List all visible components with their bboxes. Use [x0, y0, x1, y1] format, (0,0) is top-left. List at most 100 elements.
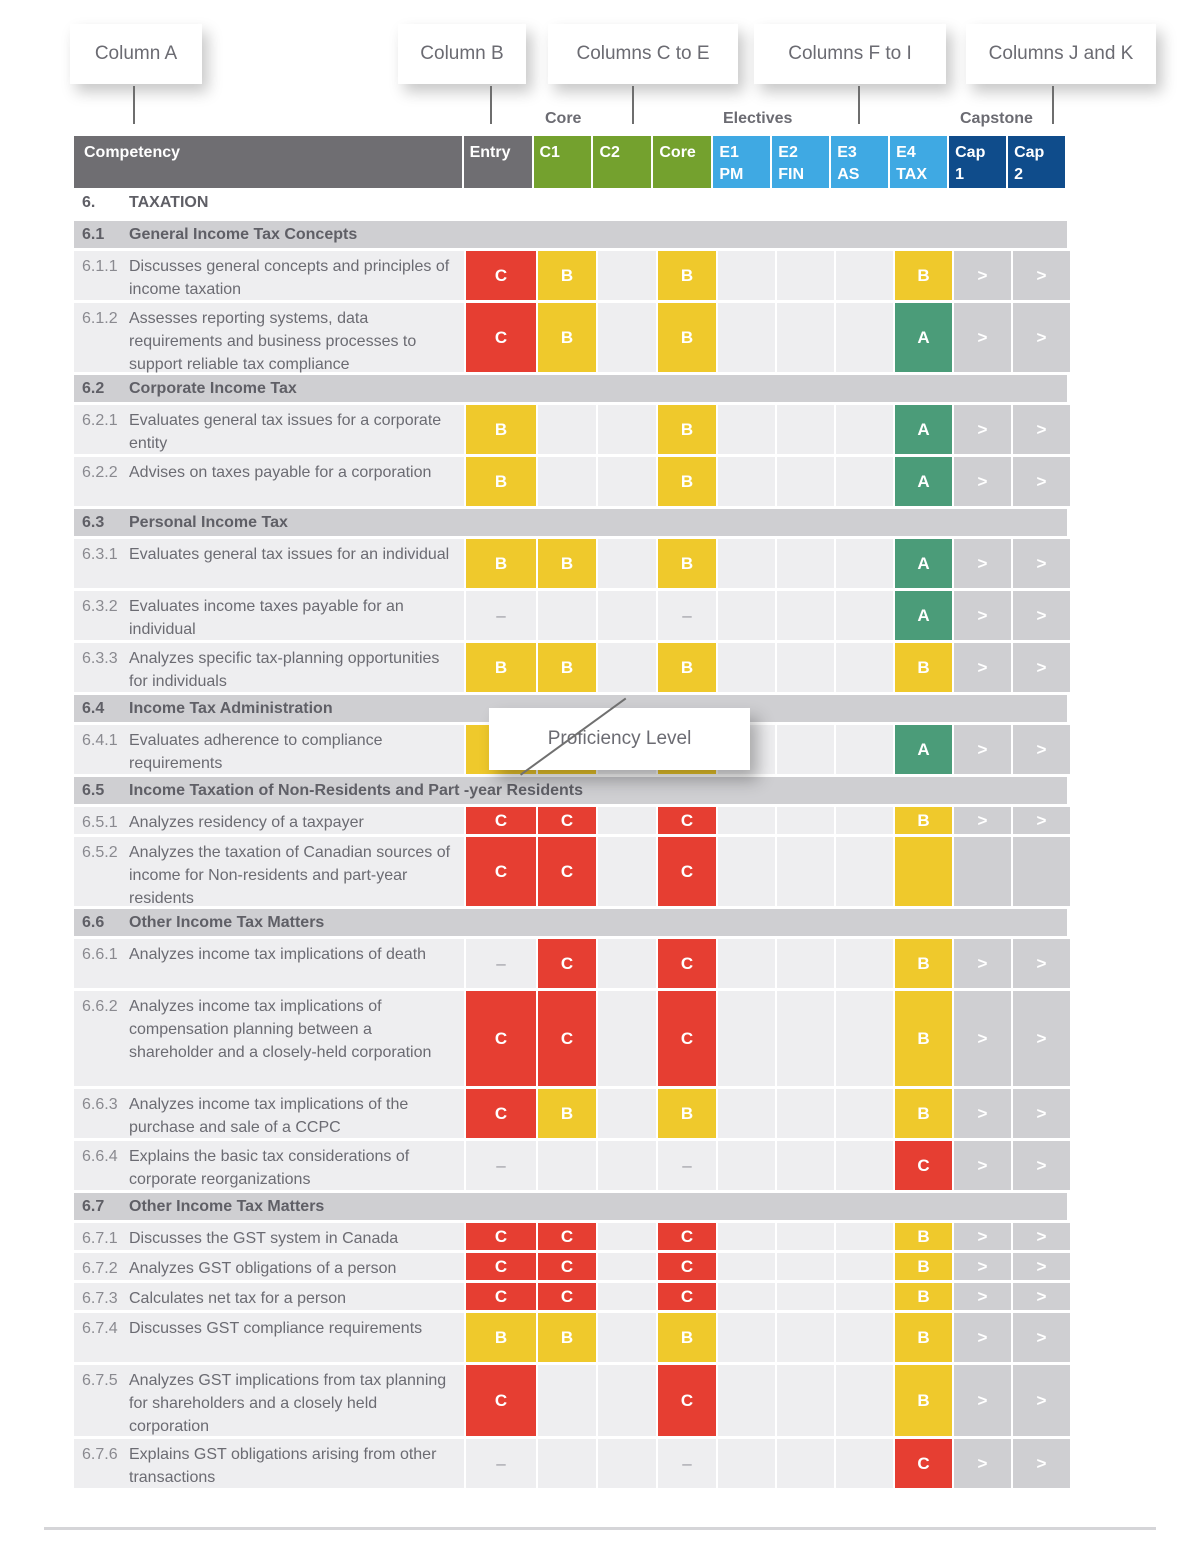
level-cell-entry: B — [464, 539, 536, 588]
level-cell-e2 — [775, 1089, 834, 1138]
competency-description: 6.5.1 Analyzes residency of a taxpayer — [74, 807, 464, 834]
table-row: 6.1.2 Assesses reporting systems, data re… — [74, 300, 1070, 373]
level-cell-c2 — [596, 1253, 656, 1280]
competency-text: Analyzes income tax implications of comp… — [129, 998, 432, 1061]
subsection-title: Other Income Tax Matters — [129, 1197, 325, 1215]
level-cell-e4: B — [893, 643, 952, 692]
competency-number: 6.5.1 — [82, 814, 118, 831]
chevron-right-icon: > — [1011, 939, 1070, 988]
level-cell-core: B — [656, 405, 716, 454]
header-entry: Entry — [463, 136, 534, 188]
chevron-right-icon: > — [952, 1365, 1011, 1436]
table-row: 6.3.2 Evaluates income taxes payable for … — [74, 588, 1070, 640]
level-cell-c2 — [596, 303, 656, 372]
table-row: 6.6.4 Explains the basic tax consideratio… — [74, 1138, 1070, 1190]
level-cell-core: C — [656, 939, 716, 988]
subsection-number: 6.3 — [82, 513, 105, 531]
competency-number: 6.7.1 — [82, 1230, 118, 1247]
level-cell-e4: B — [893, 1253, 952, 1280]
level-cell-entry: C — [464, 991, 536, 1086]
table-row: 6.6.2 Analyzes income tax implications of… — [74, 988, 1070, 1086]
competency-text: Explains GST obligations arising from ot… — [129, 1446, 437, 1486]
level-cell-entry: C — [464, 1089, 536, 1138]
level-cell-core: C — [656, 1283, 716, 1310]
table-row: 6.7.1 Discusses the GST system in Canada C… — [74, 1220, 1070, 1250]
level-cell-entry: C — [464, 807, 536, 834]
competency-text: Analyzes income tax implications of deat… — [129, 946, 427, 963]
level-cell-c1 — [536, 405, 596, 454]
level-cell-c2 — [596, 1439, 656, 1488]
competency-number: 6.1.1 — [82, 258, 118, 275]
chevron-right-icon: > — [1011, 1223, 1070, 1250]
subsection-number: 6.7 — [82, 1197, 105, 1215]
level-cell-e3 — [834, 643, 893, 692]
level-cell-core: C — [656, 1223, 716, 1250]
level-cell-e2 — [775, 1283, 834, 1310]
subsection-heading: 6.6 Other Income Tax Matters — [74, 906, 1067, 936]
level-cell-e3 — [834, 1253, 893, 1280]
chevron-right-icon: > — [952, 1283, 1011, 1310]
competency-description: 6.4.1 Evaluates adherence to compliance r… — [74, 725, 464, 774]
level-cell-e1 — [716, 1439, 775, 1488]
chevron-right-icon: > — [1011, 807, 1070, 834]
level-cell-c1: B — [536, 539, 596, 588]
level-cell-c1: C — [536, 837, 596, 906]
level-cell-e4: A — [893, 725, 952, 774]
callout-columns-j-k: Columns J and K — [966, 24, 1156, 84]
level-cell-entry: – — [464, 591, 536, 640]
competency-description: 6.7.5 Analyzes GST implications from tax … — [74, 1365, 464, 1436]
leader-line-jk — [1052, 86, 1054, 124]
level-cell-e1 — [716, 405, 775, 454]
level-cell-core: B — [656, 539, 716, 588]
level-cell-e4: B — [893, 991, 952, 1086]
subsection-number: 6.6 — [82, 913, 105, 931]
level-cell-c2 — [596, 1141, 656, 1190]
level-cell-entry: B — [464, 457, 536, 506]
competency-number: 6.6.1 — [82, 946, 118, 963]
level-cell-c1: B — [536, 251, 596, 300]
competency-description: 6.3.3 Analyzes specific tax-planning oppo… — [74, 643, 464, 692]
level-cell-entry: C — [464, 1253, 536, 1280]
competency-description: 6.6.1 Analyzes income tax implications of… — [74, 939, 464, 988]
level-cell-e1 — [716, 1141, 775, 1190]
subsection-title: General Income Tax Concepts — [129, 225, 358, 243]
level-cell-core: C — [656, 991, 716, 1086]
level-cell-e3 — [834, 457, 893, 506]
competency-text: Evaluates general tax issues for an indi… — [129, 546, 450, 563]
competency-description: 6.2.2 Advises on taxes payable for a corp… — [74, 457, 464, 506]
competency-number: 6.7.3 — [82, 1290, 118, 1307]
level-cell-e3 — [834, 303, 893, 372]
competency-description: 6.1.1 Discusses general concepts and prin… — [74, 251, 464, 300]
level-cell-c1: C — [536, 1253, 596, 1280]
chevron-right-icon: > — [1011, 725, 1070, 774]
leader-line-b — [490, 86, 492, 124]
callout-column-b-label: Column B — [420, 43, 504, 64]
level-cell-e1 — [716, 1313, 775, 1362]
table-row: 6.2.2 Advises on taxes payable for a corp… — [74, 454, 1070, 506]
level-cell-c1 — [536, 591, 596, 640]
competency-text: Discusses the GST system in Canada — [129, 1230, 399, 1247]
level-cell-cap1 — [952, 837, 1011, 906]
competency-description: 6.7.2 Analyzes GST obligations of a perso… — [74, 1253, 464, 1280]
level-cell-e2 — [775, 643, 834, 692]
header-cap2: Cap 2 — [1008, 136, 1068, 188]
level-cell-e4: A — [893, 405, 952, 454]
competency-text: Discusses GST compliance requirements — [129, 1320, 423, 1337]
level-cell-e3 — [834, 1439, 893, 1488]
chevron-right-icon: > — [952, 643, 1011, 692]
competency-number: 6.6.2 — [82, 998, 118, 1015]
chevron-right-icon: > — [1011, 991, 1070, 1086]
leader-line-fi — [858, 86, 860, 124]
level-cell-e4: C — [893, 1439, 952, 1488]
level-cell-e2 — [775, 457, 834, 506]
level-cell-e3 — [834, 1141, 893, 1190]
subsection-heading: 6.3 Personal Income Tax — [74, 506, 1067, 536]
level-cell-e4: B — [893, 807, 952, 834]
subsection-title: Income Tax Administration — [129, 699, 333, 717]
chevron-right-icon: > — [952, 405, 1011, 454]
leader-line-a — [133, 86, 135, 124]
level-cell-c1 — [536, 457, 596, 506]
level-cell-entry: C — [464, 837, 536, 906]
level-cell-e3 — [834, 405, 893, 454]
level-cell-c2 — [596, 1313, 656, 1362]
